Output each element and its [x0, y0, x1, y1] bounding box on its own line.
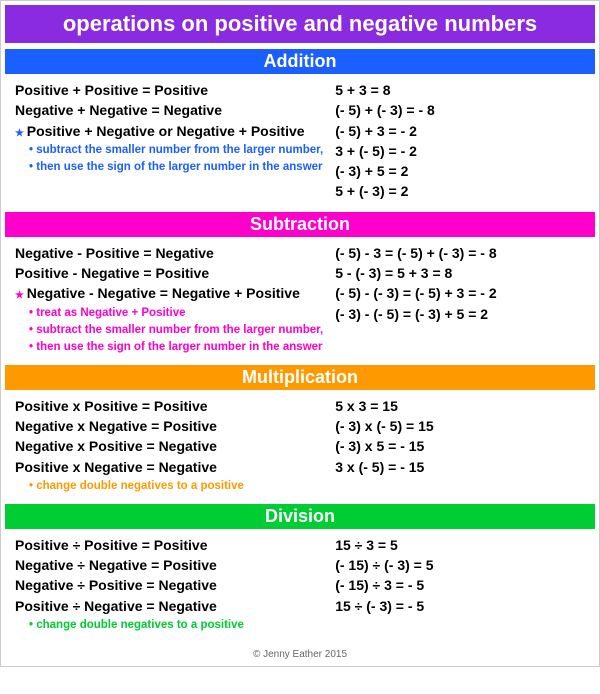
examples-column: 5 + 3 = 8(- 5) + (- 3) = - 8(- 5) + 3 = … [327, 80, 585, 202]
rule-note: then use the sign of the larger number i… [29, 158, 327, 175]
example-line: 3 + (- 5) = - 2 [335, 141, 585, 161]
example-line: 5 + 3 = 8 [335, 80, 585, 100]
rule-line: ★ Negative - Negative = Negative + Posit… [15, 283, 327, 304]
footer-copyright: © Jenny Eather 2015 [5, 643, 595, 662]
example-line: 5 x 3 = 15 [335, 396, 585, 416]
rule-note: then use the sign of the larger number i… [29, 338, 327, 355]
rules-column: Positive ÷ Positive = Positive Negative ÷… [15, 535, 327, 633]
rule-line: Negative x Negative = Positive [15, 416, 327, 436]
rule-line: Negative x Positive = Negative [15, 436, 327, 456]
rule-line: Positive x Positive = Positive [15, 396, 327, 416]
rule-line: Positive ÷ Positive = Positive [15, 535, 327, 555]
rule-line: Positive x Negative = Negative [15, 457, 327, 477]
section-body-multiplication: Positive x Positive = Positive Negative x… [5, 390, 595, 504]
rule-text: Positive x Positive = Positive [15, 398, 208, 414]
rule-text: Positive x Negative = Negative [15, 459, 217, 475]
example-line: 5 - (- 3) = 5 + 3 = 8 [335, 263, 585, 283]
example-line: 15 ÷ 3 = 5 [335, 535, 585, 555]
rule-text: Positive ÷ Negative = Negative [15, 598, 217, 614]
rule-text: Negative - Negative = Negative + Positiv… [27, 285, 300, 301]
examples-column: 5 x 3 = 15(- 3) x (- 5) = 15(- 3) x 5 = … [327, 396, 585, 494]
section-header-multiplication: Multiplication [5, 365, 595, 390]
star-icon: ★ [15, 128, 27, 139]
section-header-addition: Addition [5, 49, 595, 74]
example-line: (- 5) + 3 = - 2 [335, 121, 585, 141]
rule-line: Positive + Positive = Positive [15, 80, 327, 100]
example-line: (- 5) - 3 = (- 5) + (- 3) = - 8 [335, 243, 585, 263]
rules-column: Positive x Positive = Positive Negative x… [15, 396, 327, 494]
section-header-division: Division [5, 504, 595, 529]
rule-text: Negative + Negative = Negative [15, 102, 222, 118]
example-line: 5 + (- 3) = 2 [335, 181, 585, 201]
rule-text: Negative x Negative = Positive [15, 418, 217, 434]
rule-line: Negative ÷ Positive = Negative [15, 575, 327, 595]
rule-note: subtract the smaller number from the lar… [29, 321, 327, 338]
examples-column: (- 5) - 3 = (- 5) + (- 3) = - 85 - (- 3)… [327, 243, 585, 355]
rule-line: ★ Positive + Negative or Negative + Posi… [15, 121, 327, 142]
rule-note: subtract the smaller number from the lar… [29, 141, 327, 158]
example-line: (- 3) x 5 = - 15 [335, 436, 585, 456]
example-line: (- 15) ÷ (- 3) = 5 [335, 555, 585, 575]
rule-note: treat as Negative + Positive [29, 304, 327, 321]
rule-note: change double negatives to a positive [29, 616, 327, 633]
example-line: (- 15) ÷ 3 = - 5 [335, 575, 585, 595]
rule-note: change double negatives to a positive [29, 477, 327, 494]
rule-line: Positive ÷ Negative = Negative [15, 596, 327, 616]
rule-text: Negative ÷ Positive = Negative [15, 577, 217, 593]
example-line: (- 5) + (- 3) = - 8 [335, 100, 585, 120]
rule-line: Negative ÷ Negative = Positive [15, 555, 327, 575]
main-title: operations on positive and negative numb… [5, 5, 595, 43]
rules-column: Positive + Positive = Positive Negative +… [15, 80, 327, 202]
star-icon: ★ [15, 290, 27, 301]
section-body-subtraction: Negative - Positive = Negative Positive -… [5, 237, 595, 365]
example-line: (- 3) - (- 5) = (- 3) + 5 = 2 [335, 304, 585, 324]
rule-text: Negative ÷ Negative = Positive [15, 557, 217, 573]
section-body-addition: Positive + Positive = Positive Negative +… [5, 74, 595, 212]
reference-card: operations on positive and negative numb… [0, 0, 600, 667]
rule-line: Negative - Positive = Negative [15, 243, 327, 263]
example-line: (- 3) x (- 5) = 15 [335, 416, 585, 436]
examples-column: 15 ÷ 3 = 5(- 15) ÷ (- 3) = 5(- 15) ÷ 3 =… [327, 535, 585, 633]
rule-text: Negative - Positive = Negative [15, 245, 214, 261]
rules-column: Negative - Positive = Negative Positive -… [15, 243, 327, 355]
example-line: (- 3) + 5 = 2 [335, 161, 585, 181]
rule-text: Negative x Positive = Negative [15, 438, 217, 454]
example-line: (- 5) - (- 3) = (- 5) + 3 = - 2 [335, 283, 585, 303]
rule-text: Positive + Positive = Positive [15, 82, 208, 98]
rule-text: Positive ÷ Positive = Positive [15, 537, 208, 553]
rule-line: Positive - Negative = Positive [15, 263, 327, 283]
rule-text: Positive - Negative = Positive [15, 265, 209, 281]
example-line: 15 ÷ (- 3) = - 5 [335, 596, 585, 616]
sections-container: Addition Positive + Positive = Positive Ne… [5, 49, 595, 643]
rule-text: Positive + Negative or Negative + Positi… [27, 123, 305, 139]
section-body-division: Positive ÷ Positive = Positive Negative ÷… [5, 529, 595, 643]
section-header-subtraction: Subtraction [5, 212, 595, 237]
rule-line: Negative + Negative = Negative [15, 100, 327, 120]
example-line: 3 x (- 5) = - 15 [335, 457, 585, 477]
